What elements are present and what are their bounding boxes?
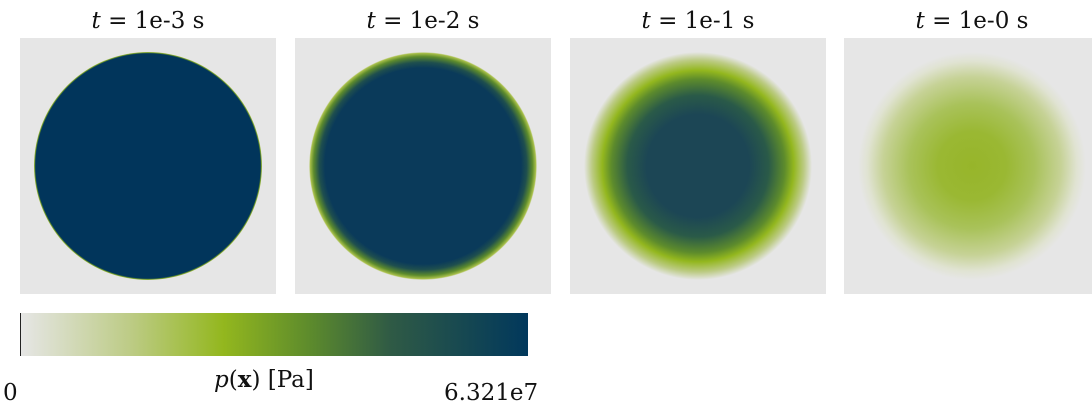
colorbar-left-edge xyxy=(20,313,21,356)
title-value: = 1e-0 s xyxy=(924,8,1029,34)
colorbar-title: p(x) [Pa] xyxy=(214,363,314,397)
colorbar-min-label: 0 xyxy=(3,380,18,406)
title-variable: t xyxy=(915,8,925,34)
colorbar-title-x: x xyxy=(237,366,252,393)
pressure-field-square xyxy=(295,38,551,294)
title-variable: t xyxy=(366,8,376,34)
panel-title: t = 1e-2 s xyxy=(295,6,551,36)
colorbar-title-close: ) xyxy=(251,367,261,393)
panel-title: t = 1e-1 s xyxy=(570,6,826,36)
pressure-field-square xyxy=(844,38,1092,294)
colorbar-title-variable: p xyxy=(214,367,229,393)
title-value: = 1e-2 s xyxy=(375,8,480,34)
title-value: = 1e-3 s xyxy=(100,8,205,34)
pressure-field-square xyxy=(570,38,826,294)
colorbar-title-unit: [Pa] xyxy=(260,367,314,393)
pressure-field-square xyxy=(20,38,276,294)
colorbar-max-label: 6.321e7 xyxy=(444,380,539,406)
panel-title: t = 1e-3 s xyxy=(20,6,276,36)
title-variable: t xyxy=(91,8,101,34)
pressure-disk xyxy=(584,52,812,280)
colorbar-title-open: ( xyxy=(228,367,238,393)
pressure-disk xyxy=(309,52,537,280)
colorbar xyxy=(20,313,528,356)
panel-title: t = 1e-0 s xyxy=(844,6,1092,36)
pressure-disk xyxy=(858,52,1086,280)
pressure-disk xyxy=(34,52,262,280)
title-variable: t xyxy=(641,8,651,34)
title-value: = 1e-1 s xyxy=(650,8,755,34)
